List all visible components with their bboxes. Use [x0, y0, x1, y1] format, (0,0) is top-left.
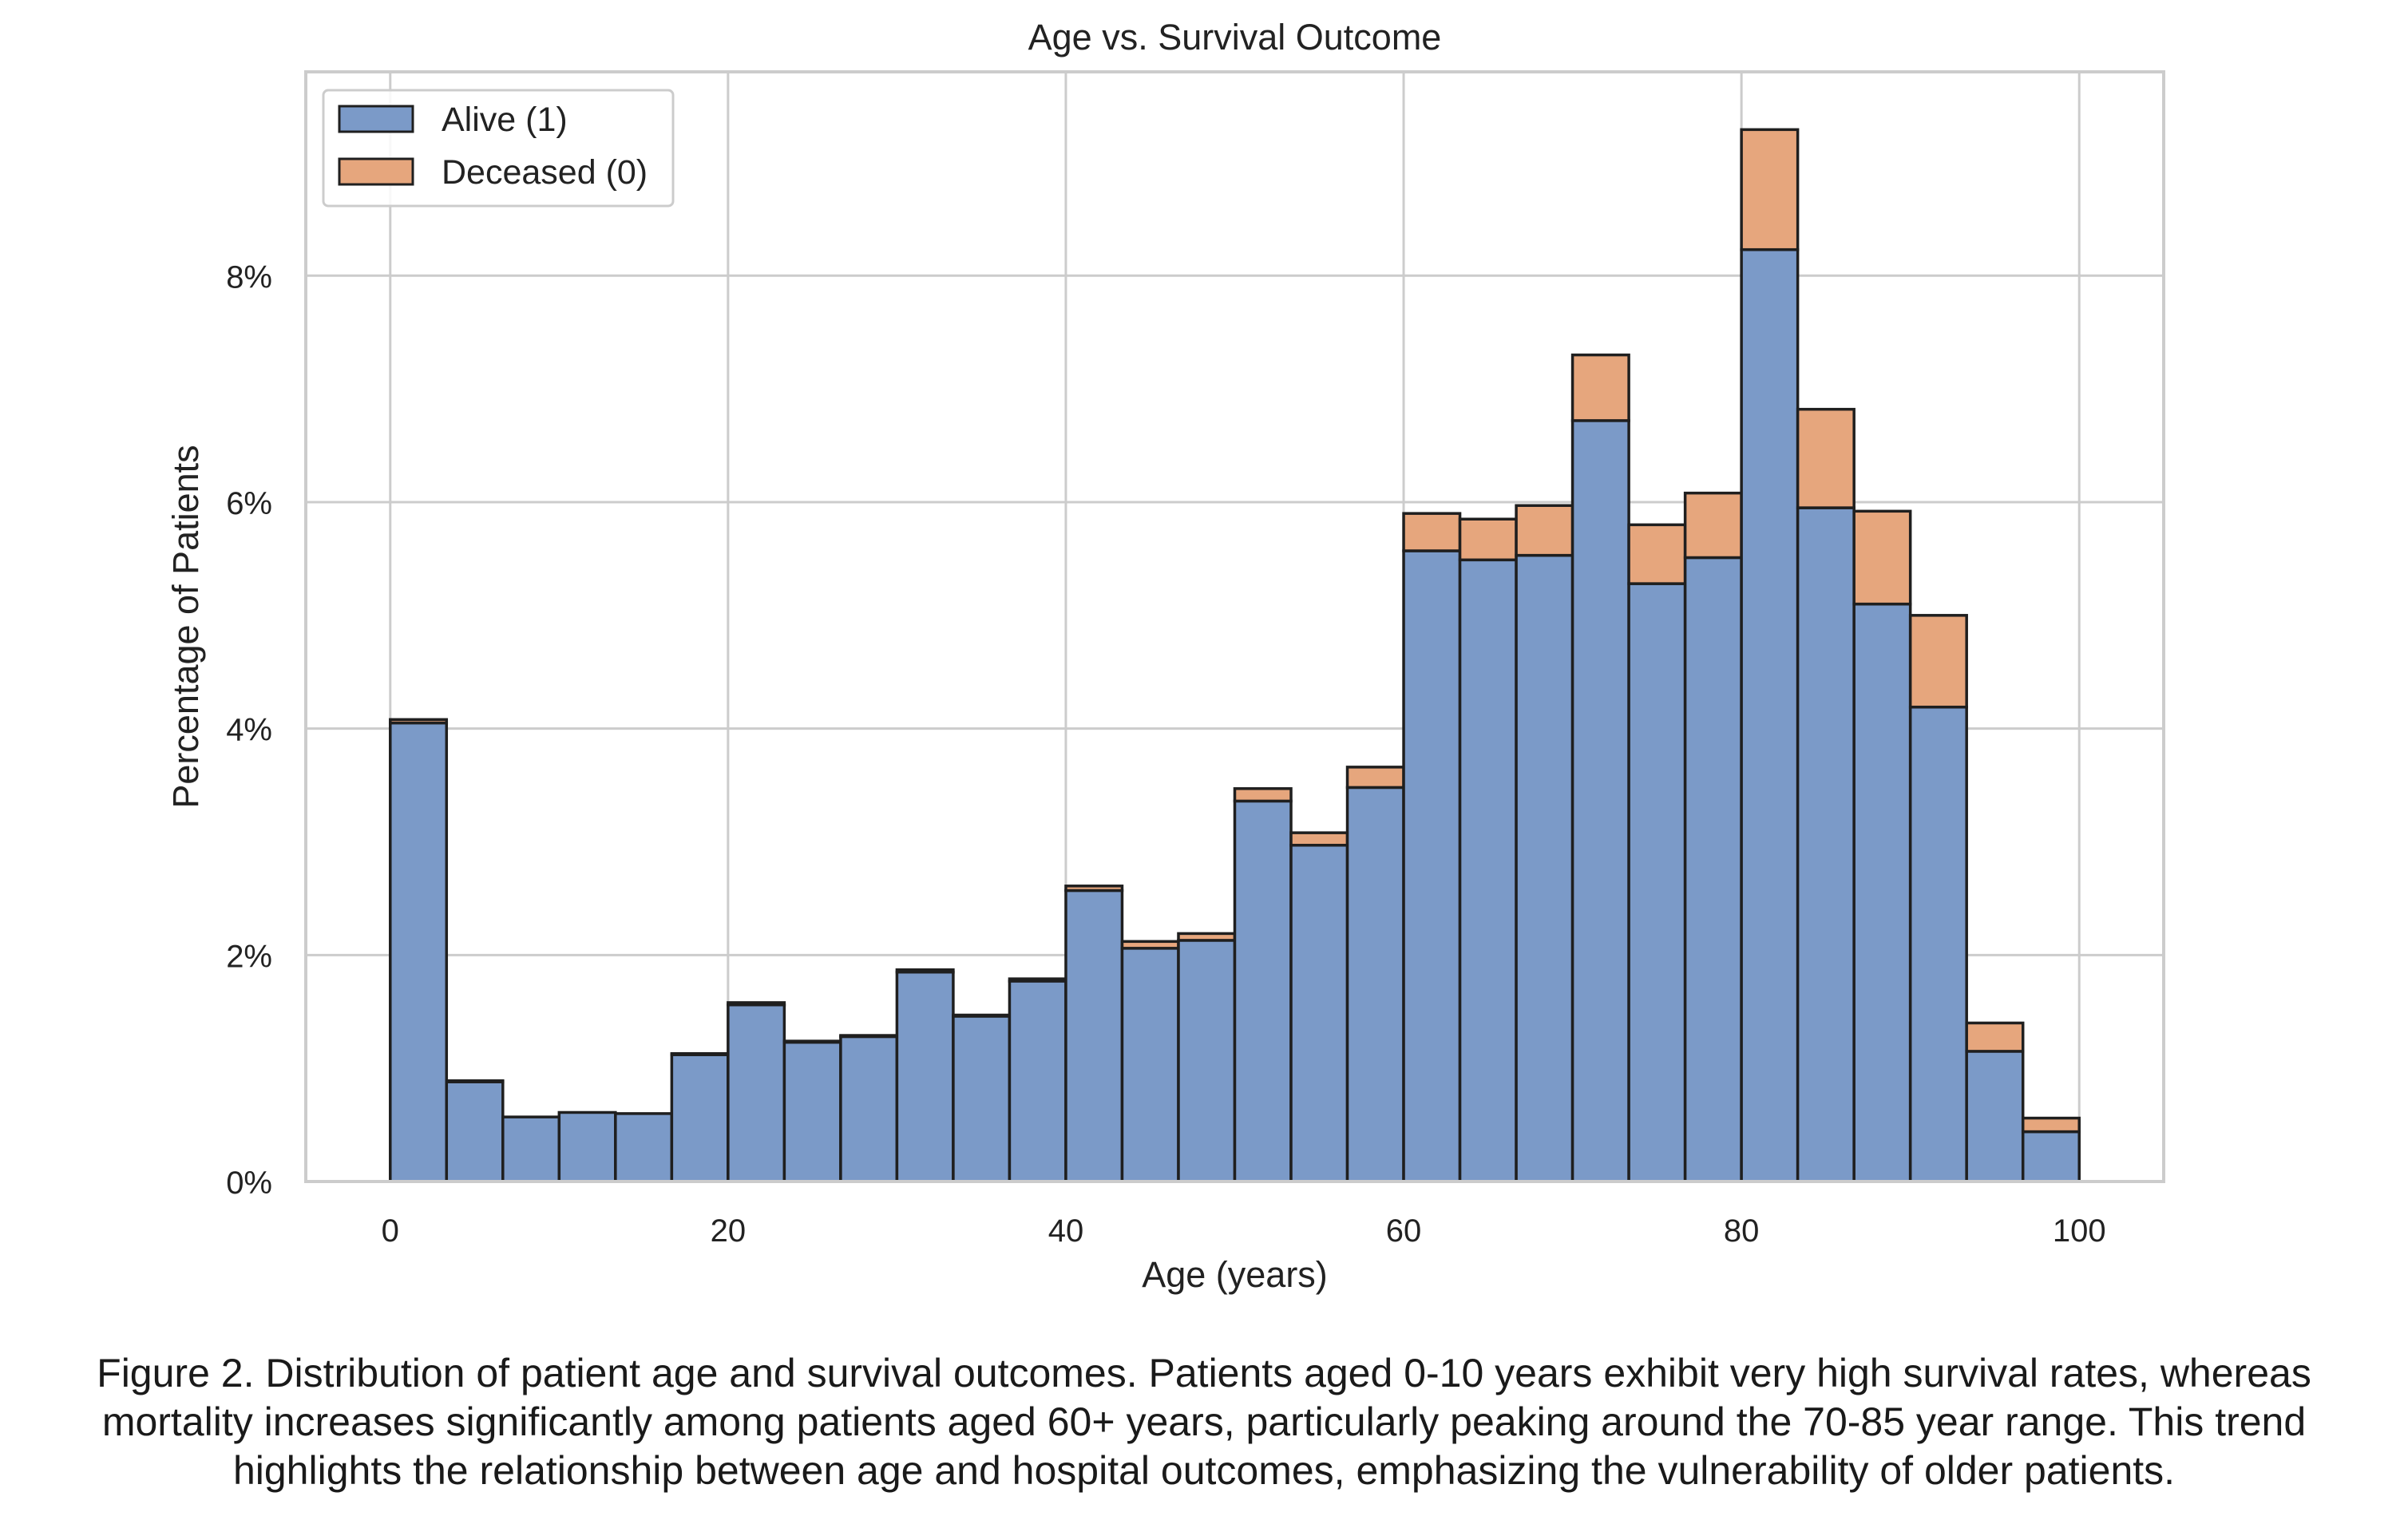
- bar-alive: [1289, 843, 1349, 1183]
- bar-deceased: [670, 1051, 730, 1056]
- bar-deceased: [445, 1079, 505, 1083]
- x-tick-label: 100: [2053, 1213, 2106, 1249]
- caption-line-1: Figure 2. Distribution of patient age an…: [97, 1351, 2311, 1395]
- bar-alive: [557, 1110, 617, 1183]
- bar-alive: [501, 1115, 561, 1183]
- bar-deceased: [1120, 940, 1180, 950]
- bar-alive: [1177, 939, 1237, 1183]
- y-tick-label: 4%: [226, 713, 272, 748]
- bar-alive: [1852, 602, 1912, 1183]
- legend-label-alive: Alive (1): [442, 101, 568, 139]
- bar-deceased: [1852, 509, 1912, 606]
- bar-alive: [839, 1035, 899, 1183]
- bar-deceased: [895, 968, 955, 974]
- bar-deceased: [782, 1039, 842, 1044]
- bar-deceased: [1064, 885, 1124, 893]
- x-tick-label: 40: [1048, 1213, 1084, 1249]
- bar-alive: [1008, 980, 1067, 1183]
- bar-deceased: [1289, 831, 1349, 847]
- bar-deceased: [1740, 128, 1800, 251]
- tick-labels: 0 20 40 60 80 100 0% 2% 4% 6% 8%: [226, 259, 2105, 1249]
- x-tick-label: 80: [1724, 1213, 1760, 1249]
- bar-deceased: [389, 718, 449, 725]
- bar-alive: [1345, 786, 1405, 1183]
- bar-alive: [670, 1053, 730, 1183]
- bar-deceased: [1627, 523, 1687, 585]
- bar-alive: [1796, 506, 1856, 1183]
- figure-caption: Figure 2. Distribution of patient age an…: [0, 1349, 2408, 1495]
- bar-alive: [895, 970, 955, 1183]
- bar-deceased: [1908, 614, 1968, 709]
- bar-deceased: [952, 1013, 1012, 1018]
- bar-deceased: [1458, 517, 1518, 562]
- x-tick-label: 20: [711, 1213, 747, 1249]
- x-tick-label: 60: [1386, 1213, 1422, 1249]
- y-axis-label: Percentage of Patients: [165, 445, 206, 808]
- bar-deceased: [1008, 977, 1067, 983]
- bar-deceased: [1683, 491, 1743, 560]
- bar-alive: [952, 1015, 1012, 1183]
- bar-alive: [445, 1080, 505, 1183]
- bar-deceased: [1570, 353, 1630, 422]
- bar-alive: [614, 1112, 674, 1183]
- bar-deceased: [1177, 932, 1237, 942]
- bar-alive: [782, 1040, 842, 1183]
- bar-alive: [1965, 1050, 2025, 1183]
- bar-deceased: [1796, 407, 1856, 509]
- bar-alive: [1458, 558, 1518, 1183]
- bars: [389, 128, 2081, 1183]
- plot-frame: [304, 70, 2165, 1183]
- chart: 0 20 40 60 80 100 0% 2% 4% 6% 8% Age vs. Survival …: [165, 17, 2165, 1295]
- bar-alive: [1233, 799, 1293, 1183]
- x-tick-label: 0: [382, 1213, 399, 1249]
- legend: Alive (1) Deceased (0): [322, 89, 675, 208]
- bar-alive: [727, 1003, 786, 1183]
- bar-alive: [1683, 556, 1743, 1183]
- y-tick-label: 8%: [226, 259, 272, 295]
- caption-line-2: mortality increases significantly among …: [101, 1399, 2307, 1444]
- bar-deceased: [1965, 1021, 2025, 1053]
- bar-alive: [1627, 582, 1687, 1183]
- caption-line-3: highlights the relationship between age …: [232, 1448, 2176, 1493]
- y-tick-label: 0%: [226, 1166, 272, 1201]
- bar-alive: [1515, 553, 1574, 1183]
- y-tick-label: 6%: [226, 486, 272, 521]
- bar-deceased: [1233, 787, 1293, 803]
- bar-alive: [389, 721, 449, 1183]
- x-axis-label: Age (years): [1142, 1254, 1328, 1295]
- bar-deceased: [839, 1034, 899, 1039]
- bar-alive: [1120, 947, 1180, 1183]
- bar-deceased: [1515, 504, 1574, 557]
- legend-swatch-deceased: [338, 157, 414, 186]
- bar-alive: [1740, 247, 1800, 1183]
- bar-alive: [1570, 419, 1630, 1183]
- bar-alive: [2021, 1130, 2081, 1183]
- legend-label-deceased: Deceased (0): [442, 153, 648, 192]
- bar-alive: [1908, 705, 1968, 1183]
- bar-deceased: [1345, 766, 1405, 790]
- bar-deceased: [727, 1001, 786, 1007]
- bar-deceased: [1402, 512, 1462, 552]
- bar-alive: [1064, 889, 1124, 1183]
- bar-alive: [1402, 549, 1462, 1183]
- legend-swatch-alive: [338, 105, 414, 133]
- y-tick-label: 2%: [226, 939, 272, 974]
- bar-deceased: [2021, 1116, 2081, 1134]
- chart-title: Age vs. Survival Outcome: [1028, 17, 1442, 57]
